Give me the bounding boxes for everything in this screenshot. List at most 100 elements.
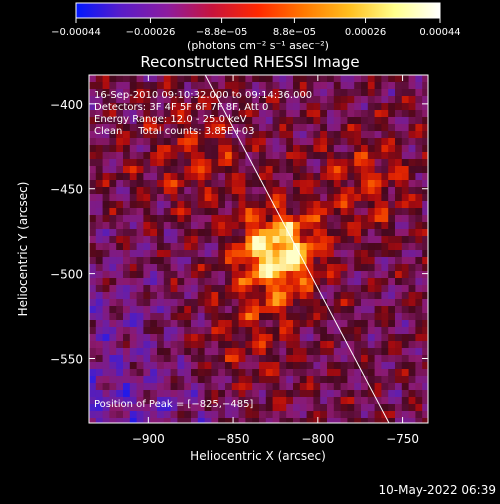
heatmap-cell xyxy=(163,110,171,118)
heatmap-cell xyxy=(123,82,131,90)
heatmap-cell xyxy=(401,89,409,97)
heatmap-cell xyxy=(95,96,103,104)
heatmap-cell xyxy=(191,327,199,335)
heatmap-cell xyxy=(320,215,328,223)
heatmap-cell xyxy=(259,397,267,405)
heatmap-cell xyxy=(367,271,375,279)
heatmap-cell xyxy=(163,89,171,97)
heatmap-cell xyxy=(245,110,253,118)
heatmap-cell xyxy=(197,362,205,370)
heatmap-cell xyxy=(163,411,171,419)
heatmap-cell xyxy=(374,145,382,153)
heatmap-cell xyxy=(306,278,314,286)
heatmap-cell xyxy=(116,159,124,167)
heatmap-cell xyxy=(340,145,348,153)
heatmap-cell xyxy=(361,138,369,146)
heatmap-cell xyxy=(293,320,301,328)
heatmap-cell xyxy=(204,89,212,97)
heatmap-cell xyxy=(306,187,314,195)
heatmap-cell xyxy=(225,75,233,83)
heatmap-cell xyxy=(327,404,335,412)
heatmap-cell xyxy=(177,320,185,328)
heatmap-cell xyxy=(299,376,307,384)
heatmap-cell xyxy=(374,418,382,423)
heatmap-cell xyxy=(252,180,260,188)
heatmap-cell xyxy=(333,124,341,132)
heatmap-cell xyxy=(170,187,178,195)
heatmap-cell xyxy=(272,145,280,153)
heatmap-cell xyxy=(252,397,260,405)
heatmap-cell xyxy=(374,159,382,167)
heatmap-cell xyxy=(238,257,246,265)
heatmap-cell xyxy=(157,348,165,356)
heatmap-cell xyxy=(231,362,239,370)
heatmap-cell xyxy=(408,327,416,335)
heatmap-cell xyxy=(89,411,97,419)
heatmap-cell xyxy=(401,397,409,405)
heatmap-cell xyxy=(157,285,165,293)
heatmap-cell xyxy=(231,390,239,398)
heatmap-cell xyxy=(123,180,131,188)
heatmap-cell xyxy=(218,397,226,405)
heatmap-cell xyxy=(136,152,144,160)
solar-limb-line xyxy=(204,75,390,423)
heatmap-cell xyxy=(116,390,124,398)
heatmap-cell xyxy=(129,180,137,188)
heatmap-cell xyxy=(388,208,396,216)
heatmap-cell xyxy=(89,110,97,118)
heatmap-cell xyxy=(422,201,428,209)
heatmap-cell xyxy=(252,236,260,244)
heatmap-cell xyxy=(293,96,301,104)
heatmap-cell xyxy=(163,145,171,153)
heatmap-cell xyxy=(143,131,151,139)
heatmap-cell xyxy=(395,278,403,286)
heatmap-cell xyxy=(381,117,389,125)
heatmap-cell xyxy=(374,194,382,202)
heatmap-cell xyxy=(293,138,301,146)
heatmap-cell xyxy=(415,313,423,321)
heatmap-cell xyxy=(143,89,151,97)
heatmap-cell xyxy=(177,201,185,209)
heatmap-cell xyxy=(313,411,321,419)
heatmap-cell xyxy=(197,173,205,181)
heatmap-cell xyxy=(327,390,335,398)
heatmap-cell xyxy=(286,124,294,132)
heatmap-cell xyxy=(123,96,131,104)
heatmap-cell xyxy=(388,131,396,139)
heatmap-cell xyxy=(422,236,428,244)
heatmap-cell xyxy=(191,138,199,146)
heatmap-cell xyxy=(340,75,348,83)
heatmap-cell xyxy=(163,201,171,209)
heatmap-cell xyxy=(150,187,158,195)
heatmap-cell xyxy=(238,96,246,104)
heatmap-cell xyxy=(197,404,205,412)
heatmap-cell xyxy=(163,376,171,384)
heatmap-cell xyxy=(245,369,253,377)
heatmap-cell xyxy=(361,348,369,356)
heatmap-cell xyxy=(313,82,321,90)
heatmap-cell xyxy=(177,383,185,391)
heatmap-cell xyxy=(272,334,280,342)
heatmap-cell xyxy=(265,180,273,188)
heatmap-cell xyxy=(340,96,348,104)
heatmap-cell xyxy=(170,320,178,328)
heatmap-cell xyxy=(150,383,158,391)
heatmap-cell xyxy=(238,285,246,293)
heatmap-cell xyxy=(163,313,171,321)
heatmap-cell xyxy=(184,236,192,244)
heatmap-cell xyxy=(184,229,192,237)
heatmap-cell xyxy=(354,376,362,384)
heatmap-cell xyxy=(191,348,199,356)
heatmap-cell xyxy=(327,292,335,300)
heatmap-cell xyxy=(259,215,267,223)
heatmap-cell xyxy=(143,327,151,335)
heatmap-cell xyxy=(320,285,328,293)
heatmap-cell xyxy=(395,215,403,223)
heatmap-cell xyxy=(279,103,287,111)
heatmap-cell xyxy=(245,306,253,314)
heatmap-cell xyxy=(116,82,124,90)
heatmap-cell xyxy=(395,376,403,384)
heatmap-cell xyxy=(313,208,321,216)
heatmap-cell xyxy=(163,103,171,111)
heatmap-cell xyxy=(313,187,321,195)
